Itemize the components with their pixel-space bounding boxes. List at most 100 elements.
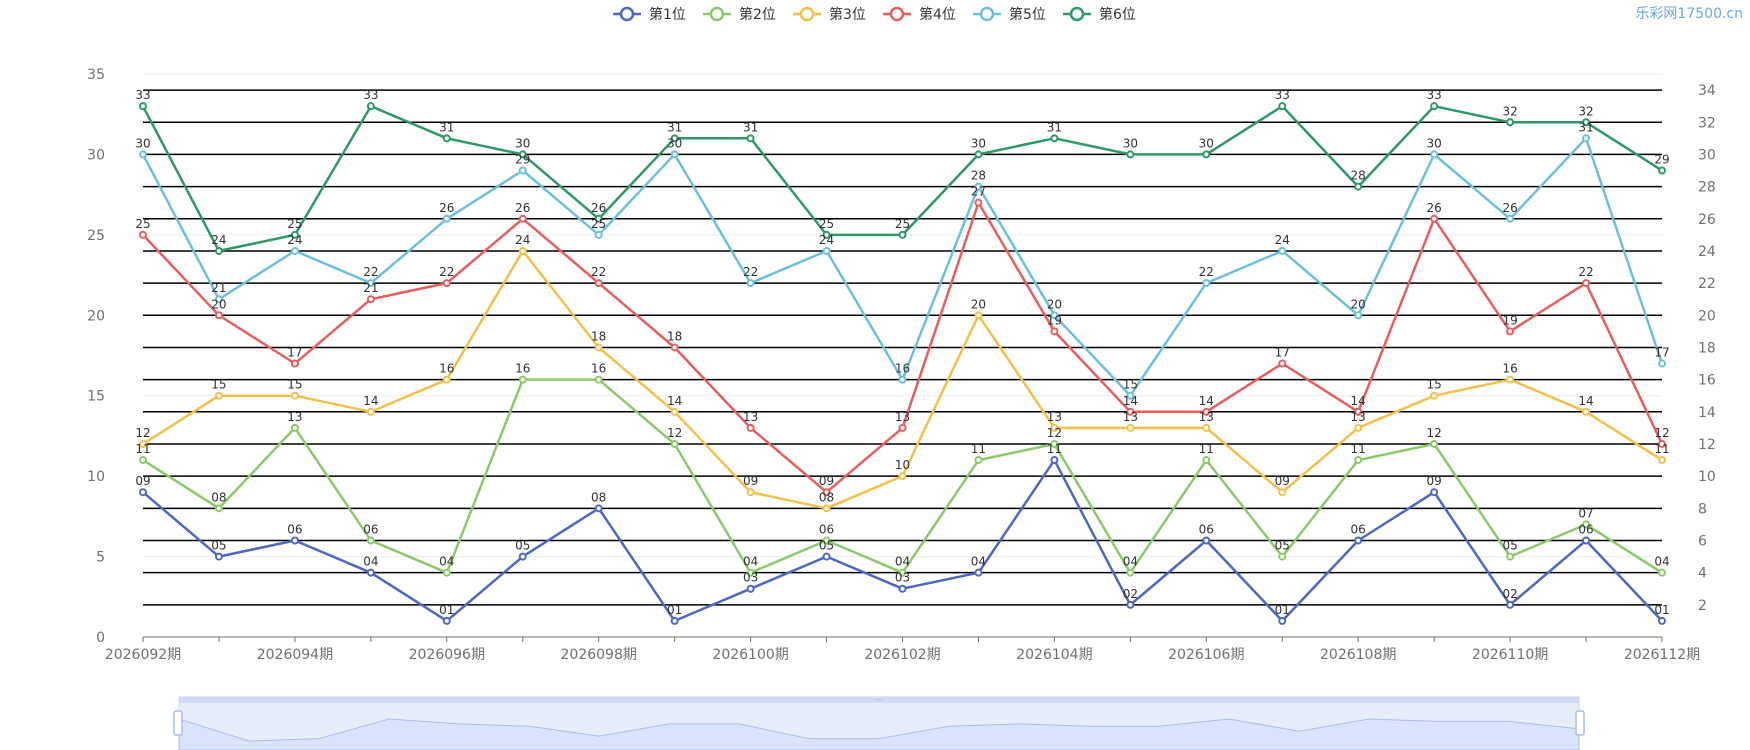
data-point-s1-13 — [1126, 600, 1135, 609]
data-label-s5-8: 22 — [743, 265, 758, 279]
data-label-s4-14: 14 — [1199, 394, 1214, 408]
data-point-s3-4 — [442, 375, 451, 384]
data-point-s5-6 — [594, 230, 603, 239]
data-point-s5-16 — [1354, 311, 1363, 320]
data-point-s4-7 — [670, 343, 679, 352]
data-label-s3-6: 18 — [591, 329, 606, 343]
data-label-s6-16: 28 — [1351, 169, 1366, 183]
data-label-s4-15: 17 — [1275, 346, 1290, 360]
data-point-s1-4 — [442, 616, 451, 625]
data-point-s4-17 — [1430, 214, 1439, 223]
data-label-s1-10: 03 — [895, 571, 910, 585]
data-point-s5-15 — [1278, 246, 1287, 255]
legend[interactable]: 第1位 第2位 第3位 第4位 第5位 第6位 — [613, 6, 1136, 23]
data-point-s1-6 — [594, 504, 603, 513]
x-tick-label-5: 2026102期 — [864, 647, 940, 663]
data-point-s4-3 — [366, 295, 375, 304]
zoom-handle-left[interactable] — [173, 710, 183, 736]
data-point-s4-19 — [1582, 279, 1591, 288]
zoom-drag-grip-icon[interactable]: ⋯ — [875, 695, 883, 704]
data-label-s6-18: 32 — [1502, 104, 1517, 118]
legend-item-5[interactable]: 第5位 — [973, 6, 1046, 23]
data-label-s4-4: 22 — [439, 265, 454, 279]
zoom-top-bar[interactable] — [179, 697, 1579, 703]
data-point-s2-15 — [1278, 552, 1287, 561]
data-label-s1-5: 05 — [515, 539, 530, 553]
data-label-s5-5: 29 — [515, 153, 530, 167]
data-point-s1-14 — [1202, 536, 1211, 545]
data-point-s4-20 — [1658, 439, 1666, 448]
data-label-s6-5: 30 — [515, 136, 530, 150]
x-tick-label-3: 2026098期 — [561, 647, 637, 663]
data-point-s6-0 — [139, 102, 147, 111]
data-point-s4-10 — [898, 423, 907, 432]
data-point-s3-8 — [746, 488, 755, 497]
data-label-s4-9: 09 — [819, 474, 834, 488]
data-point-s6-13 — [1126, 150, 1135, 159]
x-tick-label-6: 2026104期 — [1016, 647, 1092, 663]
data-point-s3-1 — [214, 391, 223, 400]
data-label-s5-20: 17 — [1654, 346, 1669, 360]
data-label-s4-1: 20 — [211, 297, 226, 311]
data-label-s4-19: 22 — [1578, 265, 1593, 279]
data-label-s6-1: 24 — [211, 233, 226, 247]
data-label-s1-15: 01 — [1275, 603, 1290, 617]
zoom-handle-right[interactable] — [1575, 710, 1585, 736]
data-label-s3-10: 10 — [895, 458, 910, 472]
data-label-s6-3: 33 — [363, 88, 378, 102]
data-label-s1-1: 05 — [211, 539, 226, 553]
data-label-s2-12: 12 — [1047, 426, 1062, 440]
data-point-s6-11 — [974, 150, 983, 159]
data-point-s6-15 — [1278, 102, 1287, 111]
data-point-s2-7 — [670, 439, 679, 448]
data-point-s4-12 — [1050, 327, 1059, 336]
data-point-s1-8 — [746, 584, 755, 593]
data-label-s1-17: 09 — [1427, 474, 1442, 488]
legend-item-3[interactable]: 第3位 — [793, 6, 866, 23]
data-label-s2-7: 12 — [667, 426, 682, 440]
data-point-s1-11 — [974, 568, 983, 577]
data-zoom-slider[interactable]: ⋯ — [173, 695, 1585, 750]
data-label-s4-20: 12 — [1654, 426, 1669, 440]
legend-item-1[interactable]: 第1位 — [613, 6, 686, 23]
data-label-s1-8: 03 — [743, 571, 758, 585]
data-label-s3-12: 13 — [1047, 410, 1062, 424]
data-label-s1-6: 08 — [591, 490, 606, 504]
data-point-s3-3 — [366, 407, 375, 416]
data-label-s2-9: 06 — [819, 522, 834, 536]
data-label-s3-9: 08 — [819, 490, 834, 504]
data-label-s5-18: 26 — [1502, 201, 1517, 215]
data-point-s4-16 — [1354, 407, 1363, 416]
data-point-s3-7 — [670, 407, 679, 416]
y-left-tick-label-5: 25 — [87, 228, 105, 244]
data-label-s6-14: 30 — [1199, 136, 1214, 150]
data-point-s6-14 — [1202, 150, 1211, 159]
legend-item-2[interactable]: 第2位 — [703, 6, 776, 23]
data-point-s2-9 — [822, 536, 831, 545]
data-point-s2-4 — [442, 568, 451, 577]
data-point-s4-15 — [1278, 359, 1287, 368]
legend-label-4: 第4位 — [919, 6, 956, 23]
legend-circle-icon — [979, 6, 995, 22]
data-point-s3-13 — [1126, 423, 1135, 432]
data-point-s1-5 — [518, 552, 527, 561]
data-label-s6-11: 30 — [971, 136, 986, 150]
y-left-tick-label-4: 20 — [87, 308, 105, 324]
y-right-tick-label-6: 14 — [1698, 405, 1716, 421]
data-point-s2-11 — [974, 456, 983, 465]
data-point-s1-1 — [214, 552, 223, 561]
x-tick-label-7: 2026106期 — [1168, 647, 1244, 663]
data-label-s2-10: 04 — [895, 555, 910, 569]
data-label-s3-18: 16 — [1502, 362, 1517, 376]
y-right-tick-label-8: 18 — [1698, 340, 1716, 356]
legend-label-6: 第6位 — [1099, 6, 1136, 23]
y-right-tick-label-14: 30 — [1698, 147, 1716, 163]
data-point-s1-19 — [1582, 536, 1591, 545]
data-point-s5-10 — [898, 375, 907, 384]
y-right-tick-label-1: 4 — [1698, 566, 1707, 582]
legend-item-4[interactable]: 第4位 — [883, 6, 956, 23]
data-label-s3-2: 15 — [287, 378, 302, 392]
data-label-s3-14: 13 — [1199, 410, 1214, 424]
data-label-s2-0: 11 — [135, 442, 150, 456]
legend-item-6[interactable]: 第6位 — [1063, 6, 1136, 23]
